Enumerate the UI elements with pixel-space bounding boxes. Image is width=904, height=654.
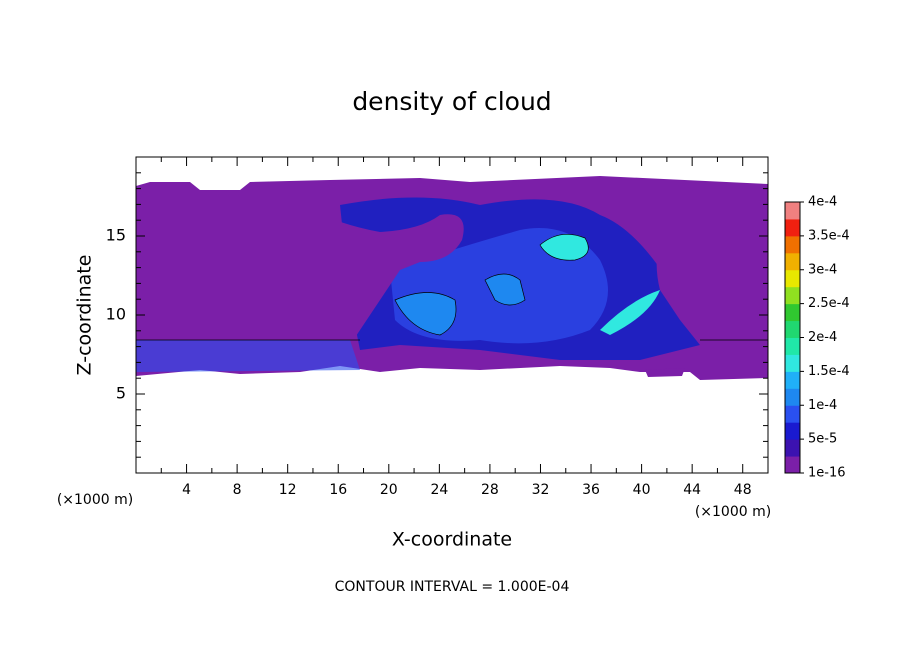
x-tick-label: 4 xyxy=(182,482,191,498)
colorbar-tick-label: 2e-4 xyxy=(808,330,837,345)
colorbar-band xyxy=(785,456,800,474)
y-tick-label: 15 xyxy=(106,226,126,245)
x-tick-label: 44 xyxy=(683,482,701,498)
x-axis-title: X-coordinate xyxy=(392,529,512,551)
x-tick-label: 8 xyxy=(233,482,242,498)
colorbar-tick-label: 2.5e-4 xyxy=(808,296,850,311)
colorbar-band xyxy=(785,252,800,271)
x-tick-label: 16 xyxy=(329,482,347,498)
colorbar-band xyxy=(785,371,800,389)
colorbar-band xyxy=(785,286,800,305)
x-tick-label: 48 xyxy=(734,482,752,498)
colorbar-band xyxy=(785,405,800,423)
contour-field xyxy=(136,176,768,380)
x-tick-label: 36 xyxy=(582,482,600,498)
field-region xyxy=(645,368,685,377)
colorbar-tick-label: 1e-16 xyxy=(808,466,846,481)
chart-title: density of cloud xyxy=(352,87,551,116)
field-region xyxy=(539,233,589,261)
field-region xyxy=(484,273,526,306)
field-region xyxy=(656,198,768,345)
colorbar-band xyxy=(785,337,800,355)
colorbar-tick-label: 1e-4 xyxy=(808,398,837,413)
y-axis-title: Z-coordinate xyxy=(74,255,96,376)
colorbar-tick-label: 3.5e-4 xyxy=(808,228,850,243)
x-tick-label: 28 xyxy=(481,482,499,498)
x-tick-label: 32 xyxy=(532,482,550,498)
y-unit-label: (×1000 m) xyxy=(57,492,133,508)
colorbar-band xyxy=(785,320,800,338)
field-region xyxy=(136,340,360,372)
x-unit-label: (×1000 m) xyxy=(695,504,771,520)
field-region xyxy=(394,292,457,336)
colorbar-band xyxy=(785,422,800,440)
x-tick-label: 24 xyxy=(430,482,448,498)
x-tick-label: 20 xyxy=(380,482,398,498)
x-tick-label: 40 xyxy=(633,482,651,498)
colorbar-band xyxy=(785,354,800,372)
colorbar-band xyxy=(785,439,800,457)
y-tick-label: 10 xyxy=(106,305,126,324)
y-tick-label: 5 xyxy=(116,384,126,403)
colorbar-tick-label: 4e-4 xyxy=(808,195,837,210)
colorbar-band xyxy=(785,202,800,220)
colorbar-band xyxy=(785,218,800,237)
colorbar-band xyxy=(785,388,800,406)
field-region xyxy=(600,290,660,335)
colorbar-tick-label: 5e-5 xyxy=(808,432,837,447)
annotation: CONTOUR INTERVAL = 1.000E-04 xyxy=(335,579,570,595)
colorbar-tick-label: 3e-4 xyxy=(808,262,837,277)
colorbar-band xyxy=(785,235,800,254)
field-region xyxy=(136,195,464,345)
colorbar-tick-label: 1.5e-4 xyxy=(808,364,850,379)
colorbar-band xyxy=(785,303,800,322)
x-tick-label: 12 xyxy=(279,482,297,498)
colorbar-band xyxy=(785,269,800,288)
